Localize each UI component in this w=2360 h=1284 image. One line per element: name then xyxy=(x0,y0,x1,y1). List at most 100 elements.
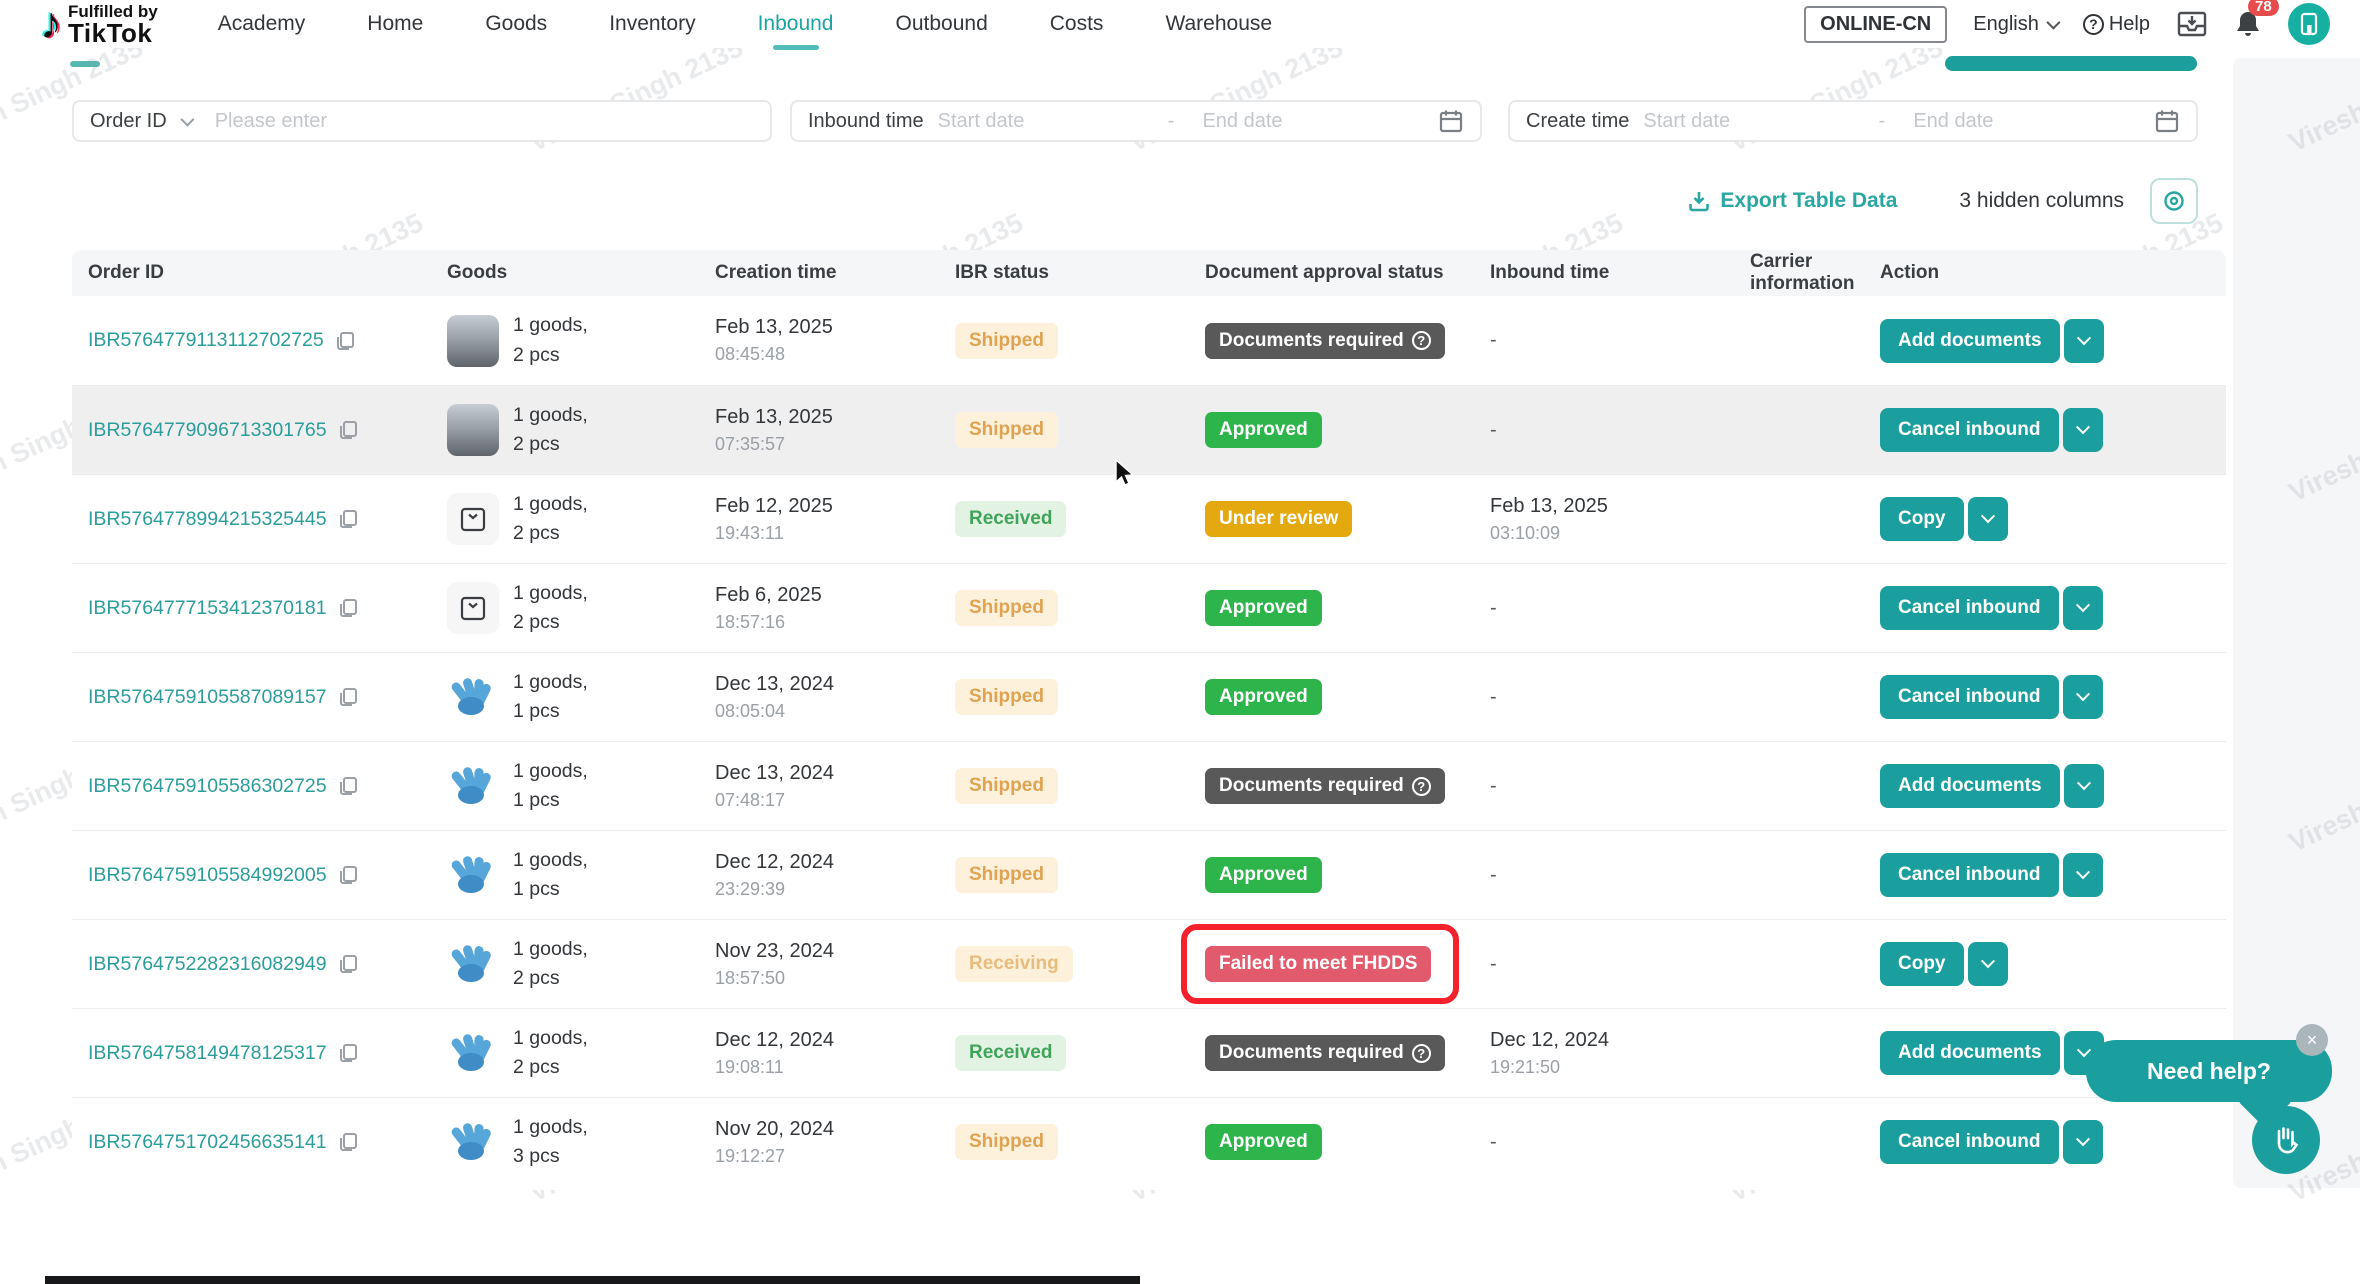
help-hand-button[interactable] xyxy=(2252,1106,2320,1174)
order-id-link[interactable]: IBR5764758149478125317 xyxy=(88,1041,327,1064)
table-header: Order ID Goods Creation time IBR status … xyxy=(72,250,2226,296)
nav-item-home[interactable]: Home xyxy=(367,12,424,35)
order-id-filter-label[interactable]: Order ID xyxy=(90,109,167,132)
gloves-icon xyxy=(451,945,491,982)
action-button[interactable]: Cancel inbound xyxy=(1880,853,2059,897)
ibr-status-badge: Shipped xyxy=(955,412,1058,448)
order-id-input[interactable]: Please enter xyxy=(214,109,327,132)
inbound-time-empty: - xyxy=(1490,774,1497,797)
column-settings-button[interactable] xyxy=(2150,178,2198,224)
order-id-link[interactable]: IBR5764759105587089157 xyxy=(88,685,327,708)
copy-icon[interactable] xyxy=(337,508,359,530)
inbound-start-input[interactable]: Start date xyxy=(937,109,1025,132)
action-dropdown-button[interactable] xyxy=(1967,942,2008,986)
create-time-filter[interactable]: Create time Start date - End date xyxy=(1508,100,2198,142)
goods-thumbnail[interactable] xyxy=(447,582,499,634)
nav-item-warehouse[interactable]: Warehouse xyxy=(1165,12,1273,35)
help-circle-icon[interactable]: ? xyxy=(1411,331,1431,350)
order-id-link[interactable]: IBR5764752282316082949 xyxy=(88,952,327,975)
action-dropdown-button[interactable] xyxy=(2062,853,2103,897)
copy-icon[interactable] xyxy=(337,1131,359,1153)
inbound-clock: 03:10:09 xyxy=(1490,522,1561,543)
chevron-down-icon xyxy=(2076,776,2091,791)
order-id-link[interactable]: IBR5764751702456635141 xyxy=(88,1130,327,1153)
order-id-filter[interactable]: Order ID Please enter xyxy=(72,100,772,142)
help-bubble-close-button[interactable]: × xyxy=(2296,1024,2328,1056)
order-id-link[interactable]: IBR5764777153412370181 xyxy=(88,596,327,619)
goods-thumbnail[interactable] xyxy=(447,760,499,812)
copy-icon[interactable] xyxy=(337,1042,359,1064)
copy-icon[interactable] xyxy=(337,597,359,619)
create-end-input[interactable]: End date xyxy=(1913,109,1994,132)
action-dropdown-button[interactable] xyxy=(2062,675,2103,719)
col-ibr-status: IBR status xyxy=(955,262,1049,284)
creation-date: Feb 12, 2025 xyxy=(715,494,833,517)
inbox-button[interactable] xyxy=(2176,10,2208,38)
help-circle-icon[interactable]: ? xyxy=(1411,776,1431,796)
inbound-clock: 19:21:50 xyxy=(1490,1056,1561,1077)
action-button[interactable]: Copy xyxy=(1880,942,1964,986)
table-row: IBR5764759105587089157 xyxy=(72,652,2226,741)
hand-icon xyxy=(2277,1127,2299,1154)
cut-off-button[interactable] xyxy=(1945,56,2197,71)
action-button[interactable]: Add documents xyxy=(1880,764,2060,808)
nav-item-outbound[interactable]: Outbound xyxy=(895,12,988,35)
inbound-time-filter[interactable]: Inbound time Start date - End date xyxy=(790,100,1482,142)
copy-icon[interactable] xyxy=(337,686,359,708)
order-id-link[interactable]: IBR5764759105586302725 xyxy=(88,774,327,797)
action-button[interactable]: Cancel inbound xyxy=(1880,586,2059,630)
gloves-icon xyxy=(451,1123,491,1160)
nav-item-goods[interactable]: Goods xyxy=(485,12,548,35)
order-id-link[interactable]: IBR5764779096713301765 xyxy=(88,418,327,441)
language-selector[interactable]: English xyxy=(1973,13,2061,36)
copy-icon[interactable] xyxy=(337,864,359,886)
nav-item-academy[interactable]: Academy xyxy=(217,12,306,35)
goods-thumbnail[interactable] xyxy=(447,1027,499,1079)
action-dropdown-button[interactable] xyxy=(2063,764,2104,808)
action-dropdown-button[interactable] xyxy=(1967,497,2008,541)
need-help-bubble[interactable]: Need help? xyxy=(2086,1040,2332,1102)
order-id-link[interactable]: IBR5764779113112702725 xyxy=(88,329,324,351)
copy-icon[interactable] xyxy=(337,775,359,797)
action-button[interactable]: Copy xyxy=(1880,497,1964,541)
help-circle-icon[interactable]: ? xyxy=(1411,1043,1431,1063)
notifications-button[interactable]: 78 xyxy=(2234,0,2279,39)
nav-item-inbound[interactable]: Inbound xyxy=(757,12,834,35)
goods-thumbnail[interactable] xyxy=(447,404,499,456)
order-id-link[interactable]: IBR5764778994215325445 xyxy=(88,507,327,530)
avatar[interactable] xyxy=(2288,3,2330,45)
copy-icon[interactable] xyxy=(334,330,356,352)
region-selector[interactable]: ONLINE-CN xyxy=(1804,5,1948,43)
table-row: IBR5764777153412370181 xyxy=(72,563,2226,652)
create-start-input[interactable]: Start date xyxy=(1643,109,1731,132)
logo[interactable]: ♪ Fulfilled by TikTok xyxy=(40,2,158,48)
action-dropdown-button[interactable] xyxy=(2062,408,2103,452)
goods-thumbnail[interactable] xyxy=(447,314,499,367)
chevron-down-icon[interactable] xyxy=(180,112,195,127)
goods-thumbnail[interactable] xyxy=(447,849,499,901)
logo-line2: TikTok xyxy=(68,17,153,48)
copy-icon[interactable] xyxy=(337,419,359,441)
action-button[interactable]: Cancel inbound xyxy=(1880,1120,2059,1164)
action-dropdown-button[interactable] xyxy=(2062,1120,2103,1164)
nav-item-costs[interactable]: Costs xyxy=(1049,12,1104,35)
action-button[interactable]: Cancel inbound xyxy=(1880,408,2059,452)
order-id-link[interactable]: IBR5764759105584992005 xyxy=(88,863,327,886)
goods-thumbnail[interactable] xyxy=(447,938,499,990)
goods-thumbnail[interactable] xyxy=(447,493,499,545)
goods-thumbnail[interactable] xyxy=(447,1116,499,1168)
package-icon xyxy=(460,507,486,532)
chevron-down-icon xyxy=(2046,15,2061,30)
doc-approval-badge: Approved ? xyxy=(1205,412,1322,448)
goods-thumbnail[interactable] xyxy=(447,671,499,723)
nav-item-inventory[interactable]: Inventory xyxy=(609,12,696,35)
help-link[interactable]: ? Help xyxy=(2082,13,2150,36)
action-button[interactable]: Cancel inbound xyxy=(1880,675,2059,719)
action-button[interactable]: Add documents xyxy=(1880,1031,2060,1075)
inbound-end-input[interactable]: End date xyxy=(1202,109,1283,132)
action-dropdown-button[interactable] xyxy=(2063,318,2104,363)
copy-icon[interactable] xyxy=(337,953,359,975)
export-table-data-button[interactable]: Export Table Data xyxy=(1687,189,1897,213)
action-button[interactable]: Add documents xyxy=(1880,318,2060,363)
action-dropdown-button[interactable] xyxy=(2062,586,2103,630)
